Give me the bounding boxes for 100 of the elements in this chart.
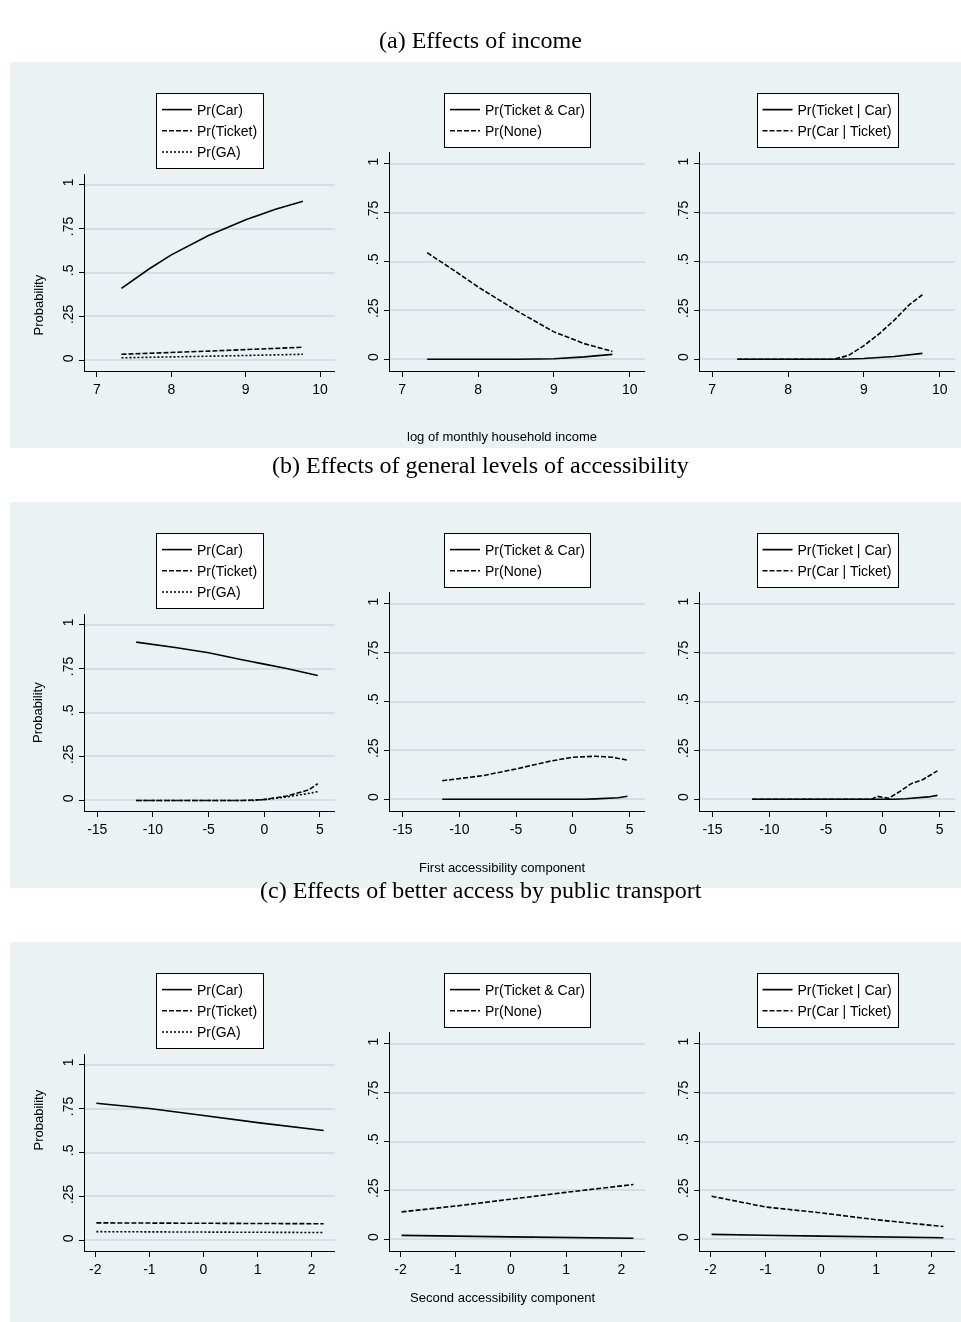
- y-tick-label: .25: [365, 738, 382, 759]
- y-tick-label: .75: [675, 1080, 692, 1101]
- y-tick-label: .25: [60, 744, 77, 765]
- y-tick-label: .25: [365, 1178, 382, 1199]
- legend-label: Pr(GA): [197, 584, 241, 601]
- y-tick-label: .75: [365, 200, 382, 221]
- legend-label: Pr(Ticket): [197, 1003, 258, 1020]
- y-tick-label: .25: [675, 1178, 692, 1199]
- x-tick-label: 0: [199, 1260, 208, 1277]
- y-tick-label: 1: [60, 1058, 77, 1067]
- x-axis-title: First accessibility component: [419, 860, 586, 875]
- chart-title: (a) Effects of income: [379, 27, 582, 53]
- x-tick-label: 1: [562, 1260, 571, 1277]
- legend-label: Pr(Ticket | Car): [797, 542, 892, 559]
- x-tick-label: 2: [307, 1260, 316, 1277]
- y-tick-label: .25: [675, 298, 692, 319]
- y-tick-label: 0: [675, 1233, 692, 1242]
- x-tick-label: 0: [568, 820, 577, 837]
- x-tick-label: 9: [550, 380, 559, 397]
- legend-label: Pr(Ticket | Car): [797, 982, 892, 999]
- y-tick-label: 1: [365, 1037, 382, 1046]
- x-axis-title: Second accessibility component: [410, 1290, 596, 1305]
- y-tick-label: 0: [675, 793, 692, 802]
- y-tick-label: 0: [60, 794, 77, 803]
- y-tick-label: 1: [675, 1037, 692, 1046]
- y-tick-label: .75: [60, 1096, 77, 1117]
- x-tick-label: 0: [260, 820, 269, 837]
- y-tick-label: 0: [365, 793, 382, 802]
- y-tick-label: .75: [675, 200, 692, 221]
- x-tick-label: 0: [878, 820, 887, 837]
- y-axis-title: Probability: [30, 274, 46, 336]
- x-tick-label: 10: [622, 380, 638, 397]
- y-tick-label: 1: [675, 597, 692, 606]
- x-tick-label: -5: [819, 820, 833, 837]
- x-tick-label: -1: [759, 1260, 773, 1277]
- legend-label: Pr(Ticket | Car): [797, 102, 892, 119]
- y-tick-label: .75: [365, 640, 382, 661]
- y-tick-label: 0: [365, 353, 382, 362]
- x-tick-label: 1: [872, 1260, 881, 1277]
- y-tick-label: 1: [365, 597, 382, 606]
- y-tick-label: .75: [60, 656, 77, 677]
- legend-label: Pr(Ticket & Car): [485, 542, 585, 559]
- y-tick-label: .75: [60, 216, 77, 237]
- legend-label: Pr(Ticket & Car): [485, 982, 585, 999]
- x-tick-label: 1: [253, 1260, 262, 1277]
- y-tick-label: 0: [60, 354, 77, 363]
- x-tick-label: 2: [927, 1260, 936, 1277]
- x-tick-label: -2: [89, 1260, 102, 1277]
- legend-label: Pr(None): [485, 123, 542, 140]
- y-tick-label: 1: [60, 178, 77, 187]
- y-tick-label: 0: [60, 1234, 77, 1243]
- legend-label: Pr(Car | Ticket): [797, 563, 892, 580]
- chart-title: (c) Effects of better access by public transport: [260, 877, 702, 903]
- y-tick-label: .5: [675, 1133, 692, 1146]
- y-axis-title: Probability: [30, 681, 45, 743]
- x-tick-label: -15: [87, 820, 108, 837]
- y-axis-title: Probability: [30, 1089, 46, 1151]
- y-tick-label: .5: [365, 1133, 382, 1146]
- x-tick-label: 10: [932, 380, 948, 397]
- x-tick-label: -1: [143, 1260, 156, 1277]
- x-tick-label: 5: [316, 820, 325, 837]
- y-tick-label: .5: [60, 704, 77, 717]
- y-tick-label: .5: [365, 253, 382, 266]
- x-tick-label: 2: [617, 1260, 626, 1277]
- x-tick-label: -15: [392, 820, 413, 837]
- y-tick-label: .5: [365, 693, 382, 706]
- y-tick-label: .75: [365, 1080, 382, 1101]
- y-tick-label: .25: [365, 298, 382, 319]
- legend-label: Pr(Ticket & Car): [485, 102, 585, 119]
- x-tick-label: 0: [506, 1260, 515, 1277]
- y-tick-label: .25: [675, 738, 692, 759]
- x-tick-label: 8: [474, 380, 483, 397]
- x-tick-label: -10: [449, 820, 470, 837]
- x-tick-label: 8: [784, 380, 793, 397]
- y-tick-label: .5: [60, 264, 77, 277]
- x-tick-label: 5: [625, 820, 634, 837]
- x-tick-label: 0: [816, 1260, 825, 1277]
- chart-title: (b) Effects of general levels of accessibility: [272, 452, 689, 478]
- legend-label: Pr(None): [485, 563, 542, 580]
- x-tick-label: 8: [167, 380, 176, 397]
- y-tick-label: 0: [365, 1233, 382, 1242]
- y-tick-label: 0: [675, 353, 692, 362]
- legend-label: Pr(Car): [197, 982, 243, 999]
- x-tick-label: 7: [398, 380, 407, 397]
- x-tick-label: -5: [202, 820, 216, 837]
- x-tick-label: -10: [142, 820, 164, 837]
- x-tick-label: 7: [93, 380, 101, 397]
- x-tick-label: 10: [312, 380, 329, 397]
- x-tick-label: -10: [759, 820, 780, 837]
- x-tick-label: -2: [704, 1260, 717, 1277]
- legend-label: Pr(GA): [197, 1024, 241, 1041]
- x-tick-label: 7: [708, 380, 717, 397]
- legend-label: Pr(None): [485, 1003, 542, 1020]
- legend-label: Pr(Ticket): [197, 123, 258, 140]
- x-tick-label: -2: [394, 1260, 407, 1277]
- x-tick-label: -1: [449, 1260, 463, 1277]
- x-tick-label: 5: [935, 820, 944, 837]
- y-tick-label: .5: [60, 1144, 77, 1157]
- y-tick-label: .75: [675, 640, 692, 661]
- legend-label: Pr(Ticket): [197, 563, 258, 580]
